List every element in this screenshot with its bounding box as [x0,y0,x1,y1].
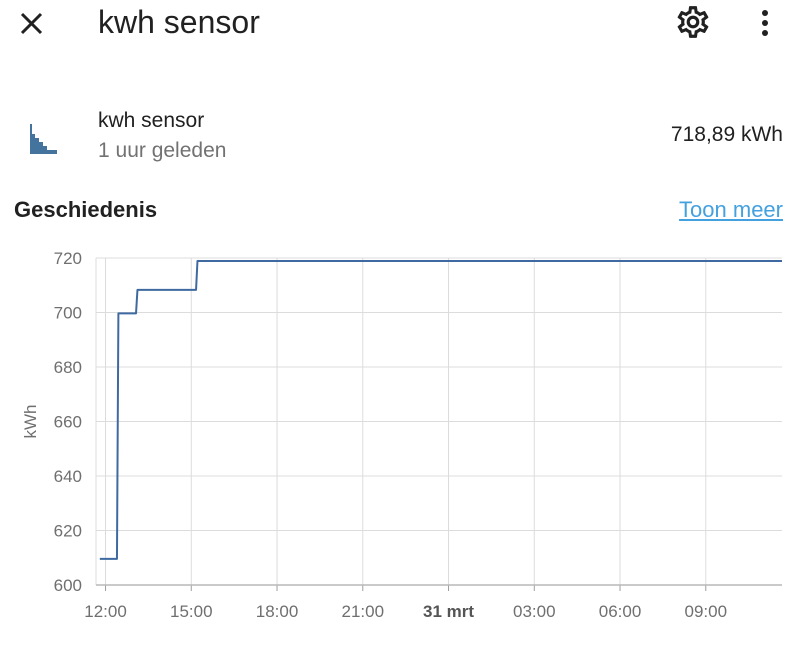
chart-histogram-icon [30,124,57,154]
x-tick-label: 12:00 [84,602,127,621]
y-tick-label: 680 [54,358,82,377]
y-axis-title: kWh [21,405,40,439]
entity-name: kwh sensor [98,109,205,132]
history-heading: Geschiedenis [14,197,158,222]
chart-grid [96,257,782,586]
y-tick-label: 600 [54,576,82,595]
data-point [116,558,118,560]
x-tick-label: 09:00 [685,602,728,621]
dialog-title: kwh sensor [98,4,260,40]
x-tick-label: 21:00 [342,602,385,621]
y-tick-label: 620 [54,522,82,541]
entity-last-changed: 1 uur geleden [98,139,227,162]
data-point [118,313,120,315]
data-point [197,260,199,262]
data-point [781,260,783,262]
x-tick-label: 06:00 [599,602,642,621]
y-tick-label: 700 [54,304,82,323]
y-tick-label: 720 [54,249,82,268]
cog-icon [677,6,709,38]
entity-row: kwh sensor 1 uur geleden 718,89 kWh [0,100,800,172]
data-point [195,289,197,291]
chart-series [99,260,783,560]
y-tick-label: 640 [54,467,82,486]
show-more-link[interactable]: Toon meer [679,197,783,222]
data-point [137,289,139,291]
dialog-header: kwh sensor [0,0,800,48]
close-icon [20,12,43,35]
x-tick-label: 15:00 [170,602,213,621]
history-chart: 600 620 640 660 680 700 720 12:00 15:00 18:00 21:0… [21,249,783,621]
more-options-button[interactable] [748,3,782,41]
entity-state: 718,89 kWh [670,123,783,146]
series-line [99,260,782,560]
settings-button[interactable] [674,3,712,41]
chart-labels: 600 620 640 660 680 700 720 12:00 15:00 18:00 21:0… [21,249,727,621]
dots-vertical-icon [762,10,768,36]
y-tick-label: 660 [54,413,82,432]
x-tick-label: 03:00 [513,602,556,621]
chart-axes [95,258,782,591]
data-point [135,313,137,315]
data-point [99,558,101,560]
x-tick-label: 31 mrt [423,602,474,621]
close-button[interactable] [14,6,50,42]
x-tick-label: 18:00 [256,602,299,621]
